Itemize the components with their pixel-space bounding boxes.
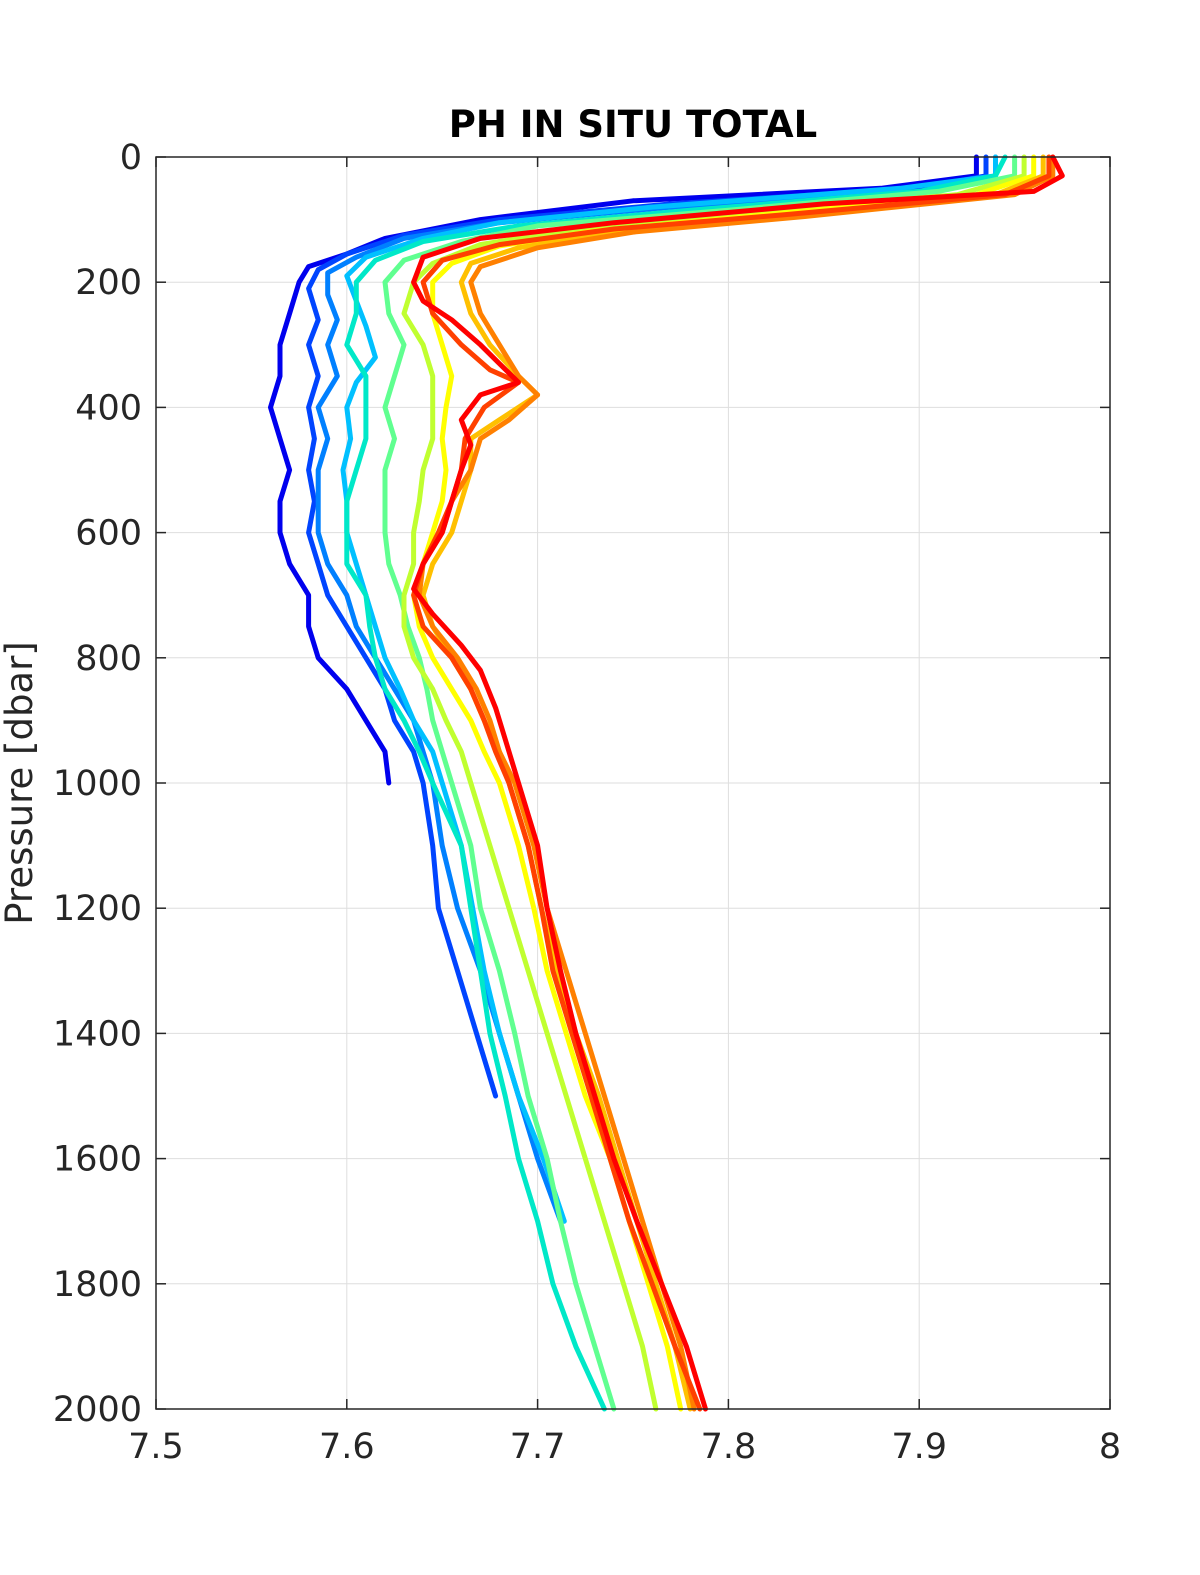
y-tick-label: 200 bbox=[75, 263, 142, 303]
series-line-2 bbox=[306, 154, 989, 1099]
y-tick-label: 1400 bbox=[53, 1014, 142, 1054]
y-tick-label: 2000 bbox=[53, 1390, 142, 1430]
x-tick-label: 7.9 bbox=[891, 1427, 947, 1467]
x-tick-label: 7.8 bbox=[701, 1427, 757, 1467]
series-line-12 bbox=[411, 154, 1065, 1412]
ticks bbox=[155, 156, 1111, 1410]
y-tick-label: 600 bbox=[75, 514, 142, 554]
chart-title: PH IN SITU TOTAL bbox=[449, 103, 817, 146]
y-tick-label: 0 bbox=[120, 138, 142, 178]
y-tick-label: 1600 bbox=[53, 1140, 142, 1180]
x-tick-label: 7.5 bbox=[128, 1427, 184, 1467]
grid bbox=[156, 157, 1110, 1409]
y-tick-label: 1200 bbox=[53, 889, 142, 929]
y-tick-label: 400 bbox=[75, 388, 142, 428]
y-tick-labels: 0 200 400 600 800 1000 1200 1400 1600 1800 2000 bbox=[53, 138, 142, 1430]
x-tick-label: 7.6 bbox=[319, 1427, 375, 1467]
y-axis-label: Pressure [dbar] bbox=[0, 641, 41, 924]
x-tick-label: 8 bbox=[1099, 1427, 1121, 1467]
y-tick-label: 800 bbox=[75, 639, 142, 679]
series-group bbox=[268, 154, 1065, 1412]
y-tick-label: 1800 bbox=[53, 1265, 142, 1305]
series-line-6 bbox=[382, 154, 1018, 1412]
series-line-3 bbox=[315, 154, 998, 1224]
series-line-1 bbox=[268, 154, 979, 786]
y-tick-label: 1000 bbox=[53, 764, 142, 804]
x-tick-labels: 7.5 7.6 7.7 7.8 7.9 8 bbox=[128, 1427, 1121, 1467]
x-tick-label: 7.7 bbox=[510, 1427, 566, 1467]
series-line-5 bbox=[344, 154, 1008, 1412]
